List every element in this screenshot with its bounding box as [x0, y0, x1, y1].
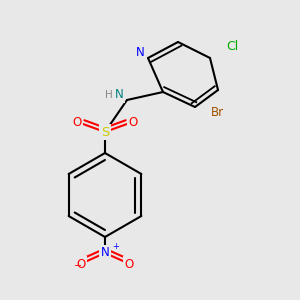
Text: N: N: [115, 88, 123, 101]
Text: O: O: [128, 116, 138, 128]
Text: O: O: [124, 257, 134, 271]
Text: −: −: [74, 261, 82, 271]
Text: Cl: Cl: [226, 40, 238, 52]
Text: Br: Br: [210, 106, 224, 118]
Text: N: N: [100, 247, 109, 260]
Text: +: +: [112, 242, 119, 251]
Text: O: O: [76, 257, 85, 271]
Text: H: H: [105, 90, 113, 100]
Text: O: O: [72, 116, 82, 128]
Text: S: S: [101, 125, 109, 139]
Text: N: N: [136, 46, 144, 59]
